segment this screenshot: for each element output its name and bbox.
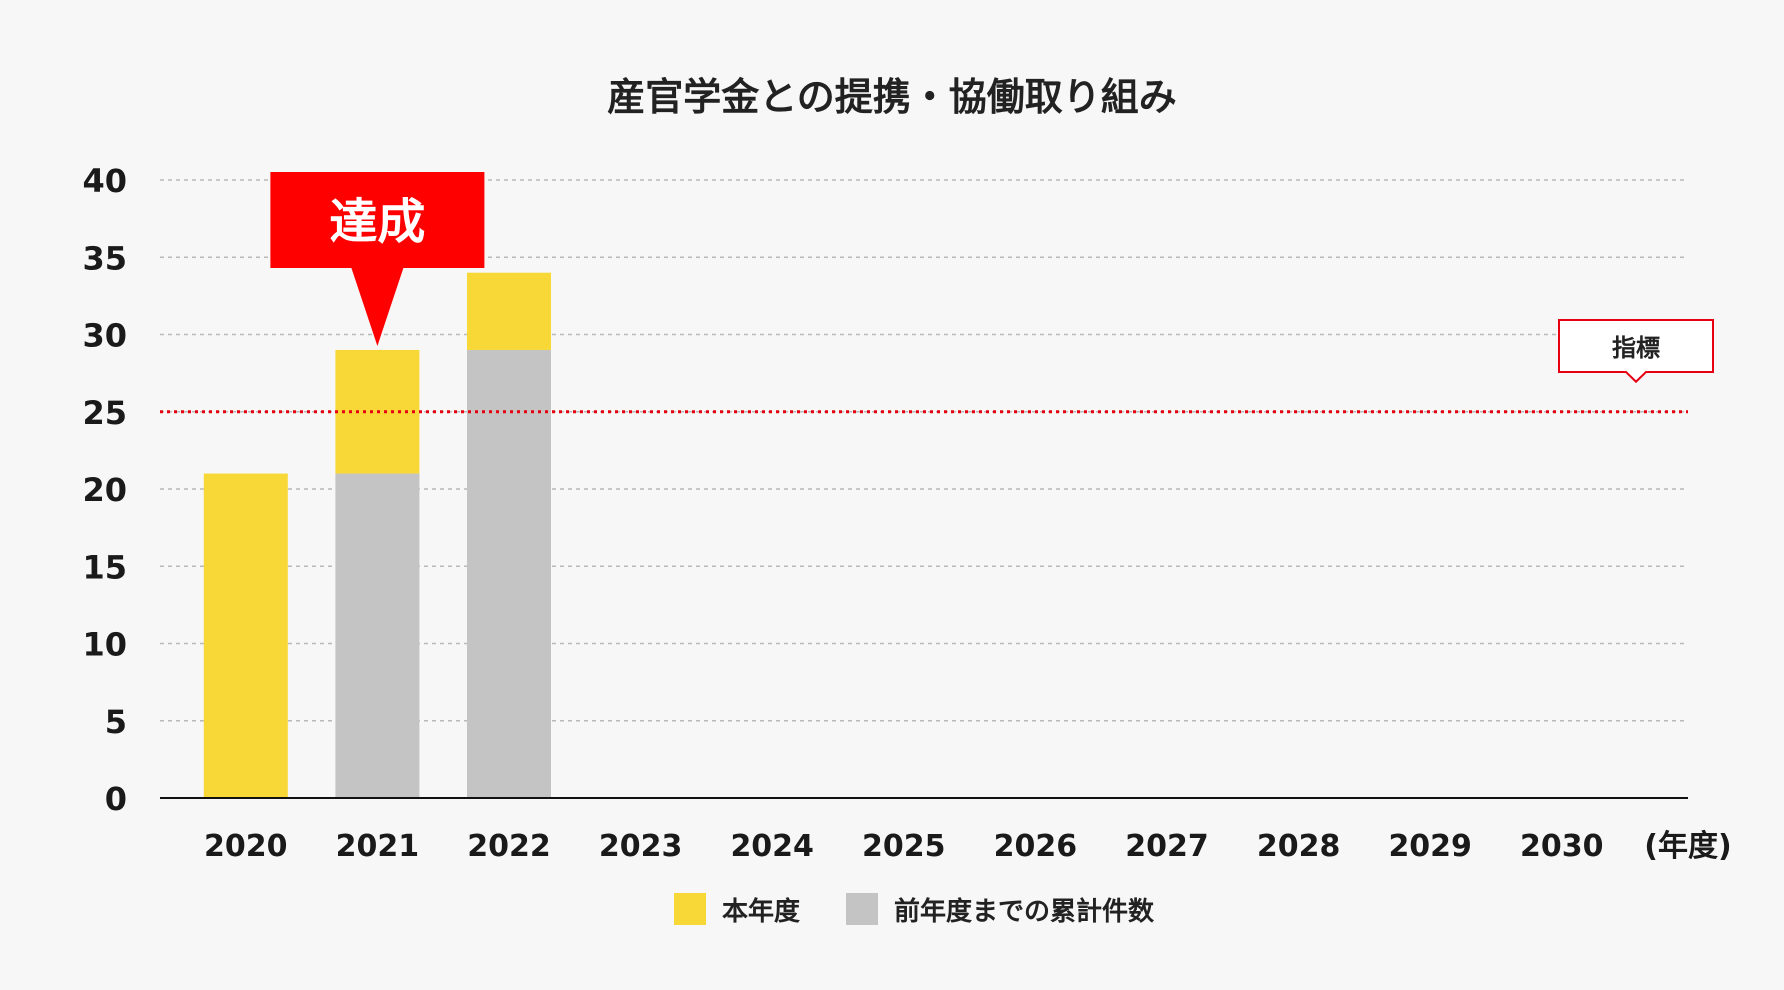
achievement-badge: 達成: [270, 172, 485, 346]
y-tick-label: 35: [82, 239, 127, 277]
y-tick-label: 0: [105, 780, 127, 818]
y-tick-label: 15: [82, 548, 127, 586]
y-tick-label: 10: [82, 626, 127, 664]
legend-swatch-current-year: [674, 893, 706, 925]
legend-label-current-year: 本年度: [722, 896, 800, 927]
x-tick-label: 2025: [862, 829, 946, 864]
chart-title: 産官学金との提携・協働取り組み: [607, 75, 1177, 119]
y-tick-label: 25: [82, 394, 127, 432]
achievement-badge-label: 達成: [329, 194, 425, 250]
gridlines: [160, 179, 1688, 722]
y-tick-label: 40: [82, 162, 127, 200]
x-tick-label: 2026: [994, 829, 1078, 864]
target-callout-shape: [1558, 319, 1714, 384]
x-tick-label: 2020: [204, 829, 288, 864]
target-callout: 指標: [1558, 319, 1714, 384]
x-tick-label: 2023: [599, 829, 683, 864]
x-tick-label: 2021: [336, 829, 420, 864]
y-axis-ticks: 0 5 10 15 20 25 30 35 40: [82, 162, 127, 818]
legend-swatch-cumulative: [846, 893, 878, 925]
x-tick-label: 2030: [1520, 829, 1604, 864]
y-tick-label: 30: [82, 317, 127, 355]
x-axis-unit-label: (年度): [1644, 829, 1731, 864]
bar-segment: [467, 349, 551, 798]
achievement-badge-shape: [270, 172, 485, 346]
legend-label-cumulative: 前年度までの累計件数: [894, 896, 1155, 927]
bar-segment: [335, 473, 420, 798]
y-tick-label: 5: [105, 703, 127, 741]
legend: 本年度 前年度までの累計件数: [674, 893, 1155, 927]
x-axis-ticks: 2020 2021 2022 2023 2024 2025 2026 2027 2028 2029…: [204, 829, 1604, 864]
bar-segment: [467, 272, 551, 350]
x-tick-label: 2029: [1388, 829, 1472, 864]
x-tick-label: 2027: [1125, 829, 1209, 864]
x-tick-label: 2024: [730, 829, 814, 864]
y-tick-label: 20: [82, 471, 127, 509]
bar-segment: [203, 473, 288, 798]
x-tick-label: 2022: [467, 829, 551, 864]
target-callout-label: 指標: [1612, 334, 1660, 362]
x-tick-label: 2028: [1257, 829, 1341, 864]
bars: [203, 272, 551, 798]
